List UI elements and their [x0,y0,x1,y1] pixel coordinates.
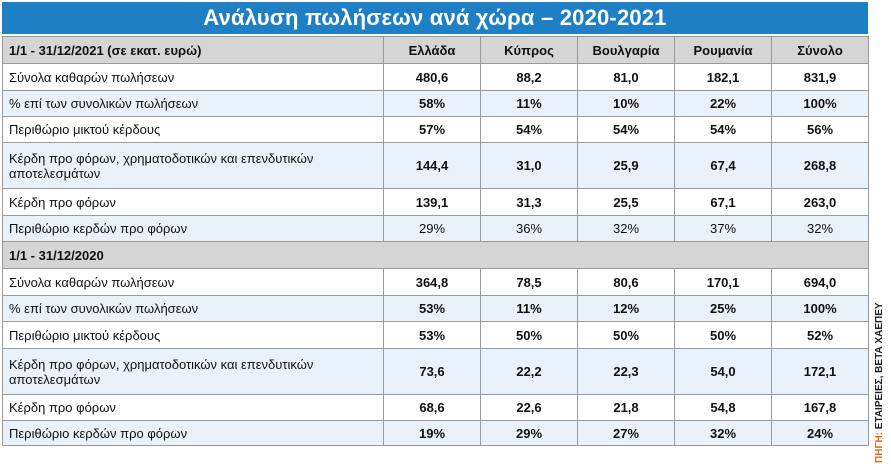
table-cell: 25% [674,295,772,322]
column-header-romania: Ρουμανία [674,36,772,64]
table-cell: 32% [577,215,675,242]
table-cell: 139,1 [383,188,481,216]
table-cell: 24% [771,420,869,446]
table-cell: 144,4 [383,142,481,189]
column-header-total: Σύνολο [771,36,869,64]
table-cell: 78,5 [480,268,578,296]
sales-analysis-table: 1/1 - 31/12/2021 (σε εκατ. ευρώ) Ελλάδα … [2,36,869,446]
table-cell: 54,0 [674,348,772,395]
table-cell: 27% [577,420,675,446]
table-cell: 32% [771,215,869,242]
row-label: Περιθώριο μικτού κέρδους [2,116,384,143]
table-cell: 167,8 [771,394,869,421]
table-cell: 50% [674,321,772,349]
table-cell: 19% [383,420,481,446]
row-label: Περιθώριο κερδών προ φόρων [2,215,384,242]
table-cell: 53% [383,321,481,349]
table-cell: 36% [480,215,578,242]
table-cell: 22% [674,90,772,117]
column-header-bulgaria: Βουλγαρία [577,36,675,64]
table-cell: 56% [771,116,869,143]
row-label: % επί των συνολικών πωλήσεων [2,90,384,117]
table-cell: 31,3 [480,188,578,216]
table-cell: 31,0 [480,142,578,189]
table-row: % επί των συνολικών πωλήσεων 53% 11% 12%… [2,295,869,322]
table-cell: 172,1 [771,348,869,395]
row-label: Κέρδη προ φόρων [2,394,384,421]
table-row: Σύνολα καθαρών πωλήσεων 364,8 78,5 80,6 … [2,268,869,296]
table-cell: 57% [383,116,481,143]
table-cell: 29% [383,215,481,242]
column-header-greece: Ελλάδα [383,36,481,64]
table-cell: 52% [771,321,869,349]
table-cell: 81,0 [577,63,675,91]
row-label: Περιθώριο κερδών προ φόρων [2,420,384,446]
table-cell: 831,9 [771,63,869,91]
table-row: Κέρδη προ φόρων 139,1 31,3 25,5 67,1 263… [2,188,869,216]
table-cell: 21,8 [577,394,675,421]
table-cell: 54,8 [674,394,772,421]
table-cell: 100% [771,90,869,117]
table-cell: 67,4 [674,142,772,189]
table-row: Κέρδη προ φόρων 68,6 22,6 21,8 54,8 167,… [2,394,869,421]
table-row: Κέρδη προ φόρων, χρηματοδοτικών και επεν… [2,142,869,189]
table-cell: 25,9 [577,142,675,189]
table-cell: 53% [383,295,481,322]
table-cell: 25,5 [577,188,675,216]
row-label: Σύνολα καθαρών πωλήσεων [2,63,384,91]
row-label: % επί των συνολικών πωλήσεων [2,295,384,322]
table-cell: 80,6 [577,268,675,296]
row-label: Περιθώριο μικτού κέρδους [2,321,384,349]
period-2021-label: 1/1 - 31/12/2021 (σε εκατ. ευρώ) [2,36,384,64]
row-label: Σύνολα καθαρών πωλήσεων [2,268,384,296]
row-label: Κέρδη προ φόρων, χρηματοδοτικών και επεν… [2,142,384,189]
table-cell: 67,1 [674,188,772,216]
column-header-cyprus: Κύπρος [480,36,578,64]
table-row: Περιθώριο κερδών προ φόρων 19% 29% 27% 3… [2,420,869,446]
table-cell: 100% [771,295,869,322]
table-cell: 268,8 [771,142,869,189]
table-cell: 29% [480,420,578,446]
table-cell: 11% [480,90,578,117]
table-cell: 364,8 [383,268,481,296]
source-prefix: ΠΗΓΗ: [874,431,885,463]
table-row: % επί των συνολικών πωλήσεων 58% 11% 10%… [2,90,869,117]
table-title: Ανάλυση πωλήσεων ανά χώρα – 2020-2021 [2,2,868,34]
table-row: Περιθώριο κερδών προ φόρων 29% 36% 32% 3… [2,215,869,242]
table-row: Κέρδη προ φόρων, χρηματοδοτικών και επεν… [2,348,869,395]
table-cell: 694,0 [771,268,869,296]
source-text: ΕΤΑΙΡΕΙΕΣ, ΒΕΤΑ ΧΑΕΠΕΥ [874,302,885,432]
table-cell: 54% [577,116,675,143]
section-row-2020: 1/1 - 31/12/2020 [2,241,869,269]
table-cell: 32% [674,420,772,446]
table-cell: 54% [480,116,578,143]
table-cell: 10% [577,90,675,117]
table-cell: 263,0 [771,188,869,216]
table-cell: 50% [480,321,578,349]
table-cell: 58% [383,90,481,117]
row-label: Κέρδη προ φόρων, χρηματοδοτικών και επεν… [2,348,384,395]
table-cell: 54% [674,116,772,143]
table-cell: 22,3 [577,348,675,395]
table-cell: 170,1 [674,268,772,296]
table-cell: 68,6 [383,394,481,421]
table-cell: 88,2 [480,63,578,91]
table-cell: 182,1 [674,63,772,91]
table-cell: 22,6 [480,394,578,421]
header-row: 1/1 - 31/12/2021 (σε εκατ. ευρώ) Ελλάδα … [2,36,869,64]
table-cell: 11% [480,295,578,322]
period-2020-label: 1/1 - 31/12/2020 [2,241,869,269]
table-row: Σύνολα καθαρών πωλήσεων 480,6 88,2 81,0 … [2,63,869,91]
table-cell: 37% [674,215,772,242]
table-row: Περιθώριο μικτού κέρδους 57% 54% 54% 54%… [2,116,869,143]
table-cell: 12% [577,295,675,322]
table-row: Περιθώριο μικτού κέρδους 53% 50% 50% 50%… [2,321,869,349]
table-cell: 22,2 [480,348,578,395]
row-label: Κέρδη προ φόρων [2,188,384,216]
table-cell: 50% [577,321,675,349]
source-note: ΠΗΓΗ: ΕΤΑΙΡΕΙΕΣ, ΒΕΤΑ ΧΑΕΠΕΥ [874,302,885,463]
table-cell: 480,6 [383,63,481,91]
table-cell: 73,6 [383,348,481,395]
